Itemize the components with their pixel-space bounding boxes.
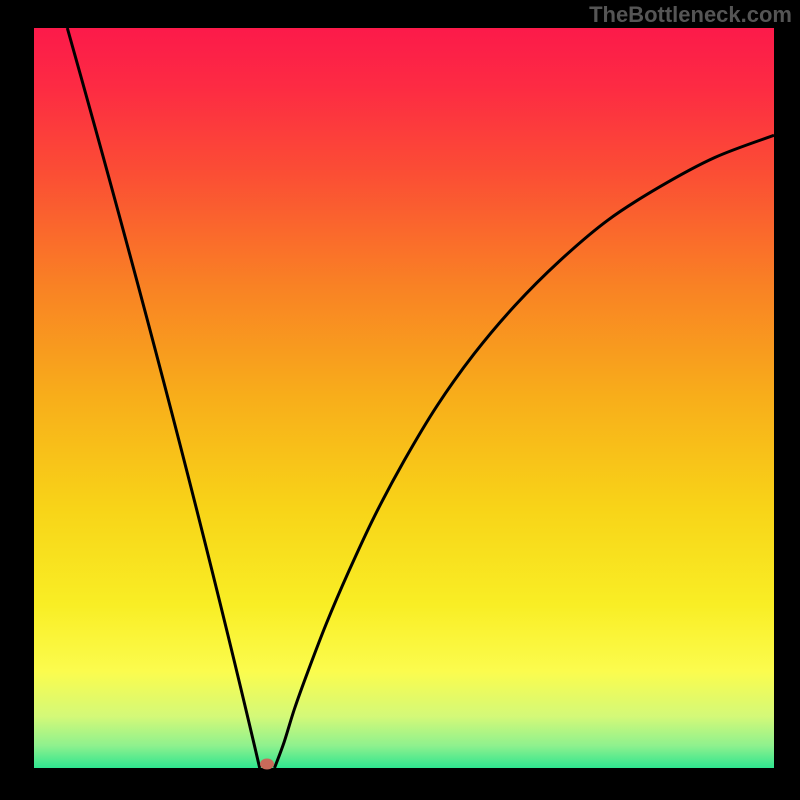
curve-left-branch — [67, 28, 259, 768]
bottleneck-curve — [34, 28, 774, 768]
curve-right-branch — [275, 135, 775, 768]
watermark-text: TheBottleneck.com — [589, 2, 792, 28]
plot-area — [34, 28, 774, 768]
optimum-marker — [260, 759, 274, 770]
